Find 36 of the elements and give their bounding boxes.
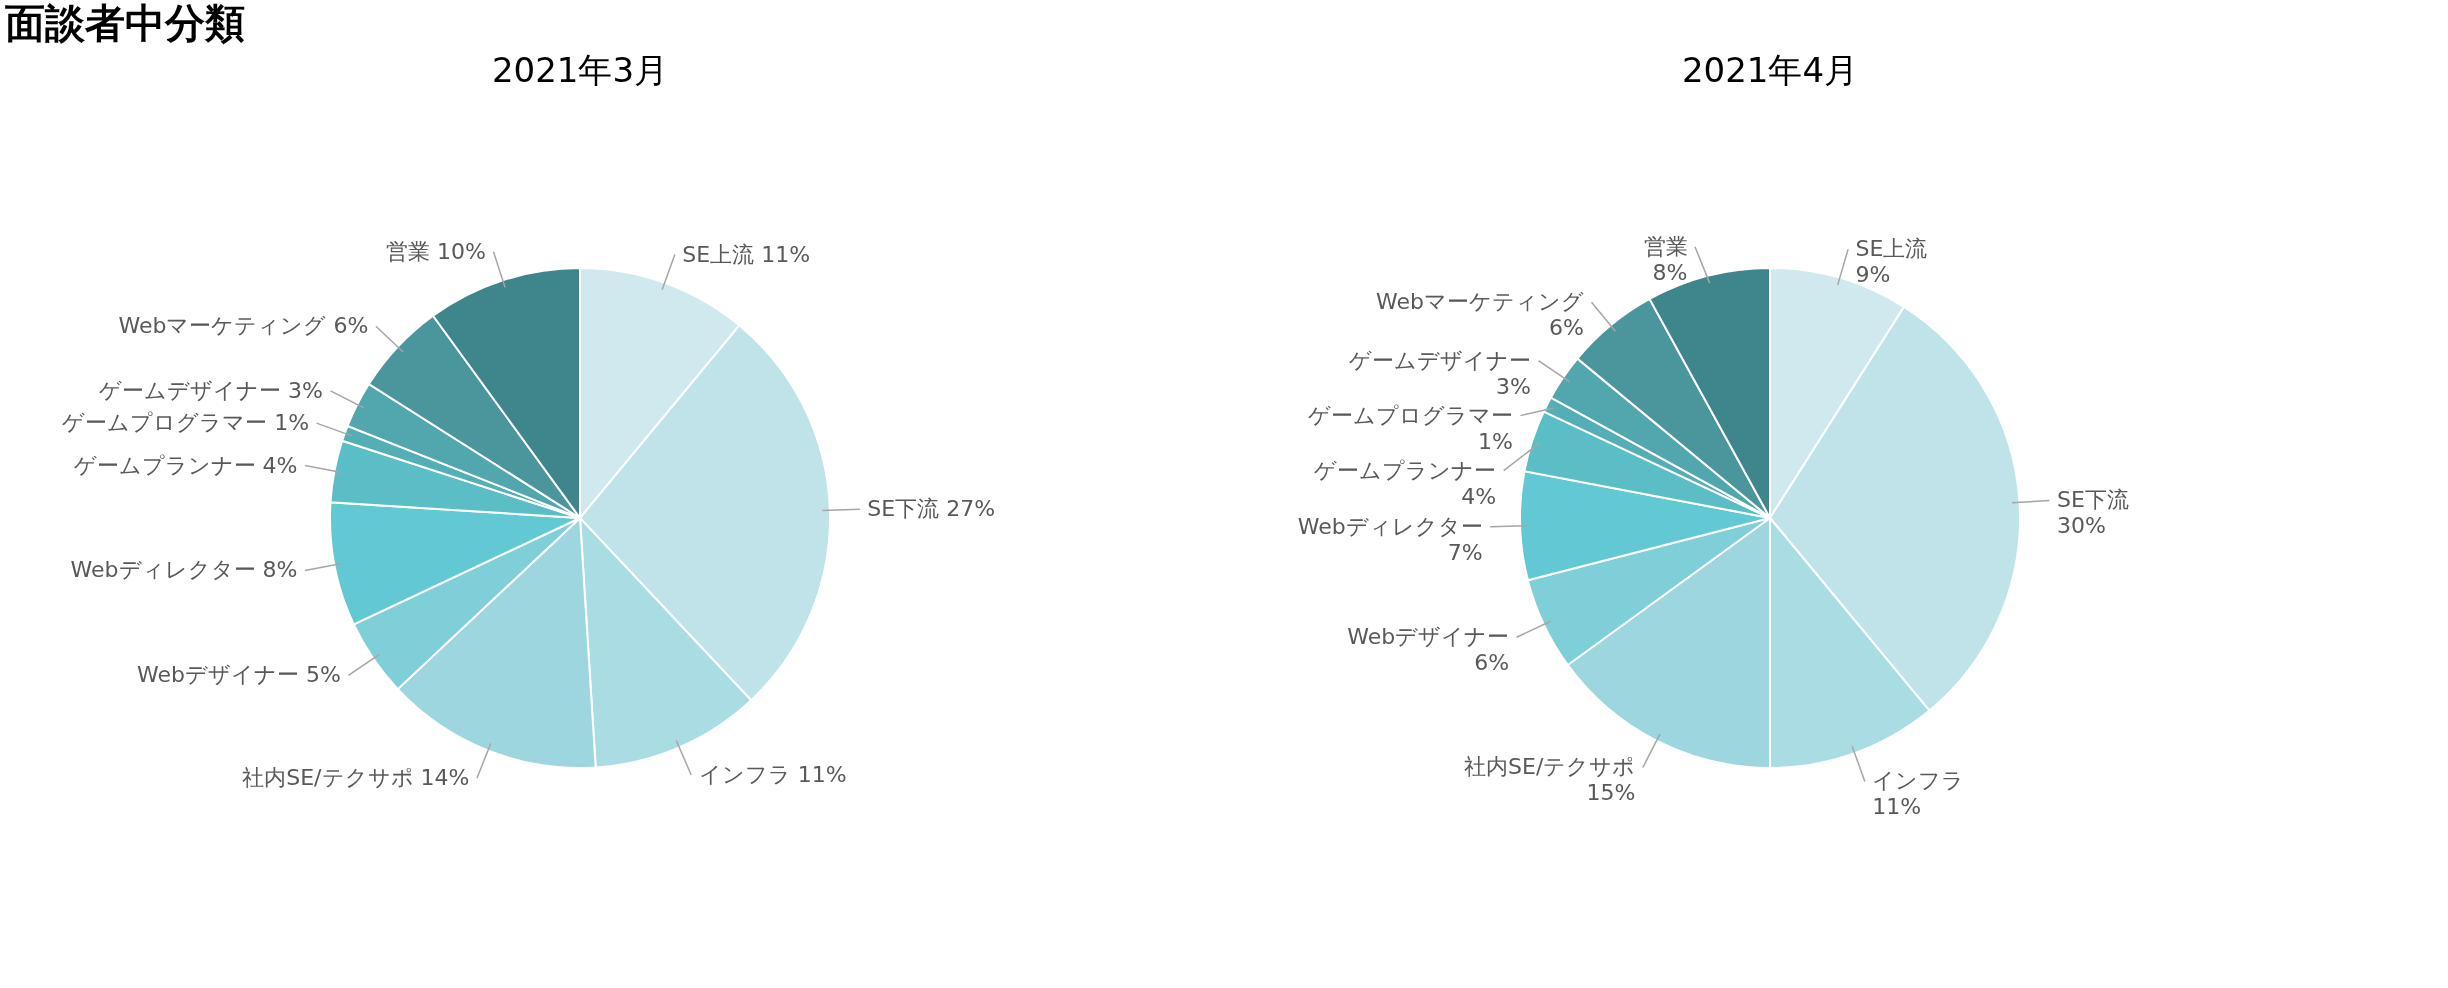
slice-label: SE下流 27% xyxy=(867,496,996,522)
slice-label: Webディレクター xyxy=(1297,513,1483,539)
slice-label: Webデザイナー xyxy=(1347,624,1510,650)
slice-label: ゲームデザイナー 3% xyxy=(99,377,324,403)
chart-title: 面談者中分類 xyxy=(5,0,245,46)
slice-label: ゲームプログラマー 1% xyxy=(62,410,310,436)
data-label: 3% xyxy=(1496,373,1531,399)
data-label: 30% xyxy=(2056,513,2106,539)
slice-label: 営業 xyxy=(1643,233,1688,259)
slice-label: ゲームデザイナー xyxy=(1348,347,1531,373)
chart-subtitle: 2021年3月 xyxy=(491,50,669,90)
slice-label: Webマーケティング xyxy=(1376,289,1585,315)
slice-label: Webマーケティング 6% xyxy=(118,313,369,339)
slice-label: SE上流 xyxy=(1855,236,1928,262)
data-label: 4% xyxy=(1461,483,1497,509)
data-label: 6% xyxy=(1549,315,1585,341)
slice-label: 社内SE/テクサポ 14% xyxy=(242,765,470,791)
data-label: 1% xyxy=(1478,428,1514,454)
slice-label: 営業 10% xyxy=(386,238,486,264)
chart-title: 2021年4月 xyxy=(1681,50,1859,90)
slice-label: Webディレクター 8% xyxy=(70,557,298,583)
slice-label: ゲームプランナー xyxy=(1314,457,1497,483)
data-label: 15% xyxy=(1586,780,1636,806)
data-label: 8% xyxy=(1652,259,1688,285)
slice-label: 社内SE/テクサポ xyxy=(1464,754,1636,780)
slice-label: インフラ 11% xyxy=(698,761,847,787)
data-label: 7% xyxy=(1447,539,1483,565)
slice-label: ゲームプランナー 4% xyxy=(73,452,298,478)
data-label: 11% xyxy=(1872,794,1922,820)
slice-label: Webデザイナー 5% xyxy=(137,662,341,688)
data-label: 9% xyxy=(1855,262,1891,288)
slice-label: SE下流 xyxy=(2056,487,2129,513)
data-label: 6% xyxy=(1474,650,1510,676)
slice-label: SE上流 11% xyxy=(682,241,811,267)
slice-label: ゲームプログラマー xyxy=(1308,402,1514,428)
slice-label: インフラ xyxy=(1872,768,1965,794)
